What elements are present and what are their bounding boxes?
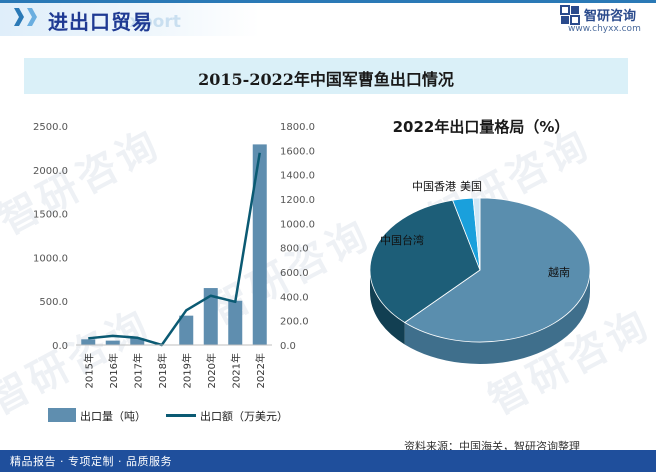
source-note: 资料来源：中国海关，智研咨询整理 [404,440,580,453]
chevron-right-icon [27,8,37,26]
y-right-tick-label: 400.0 [280,292,309,303]
y-left-tick-label: 1000.0 [33,253,68,264]
bar-export-volume [130,338,145,345]
pie-chart-title: 2022年出口量格局（%） [392,118,570,136]
pie-slice-side [369,270,405,345]
bar-export-volume [81,339,96,345]
bar-export-volume [105,340,120,345]
section-title: 进出口贸易 [48,10,153,34]
x-tick-label: 2018年 [156,353,169,388]
legend-swatch-line [166,414,196,417]
x-tick-label: 2016年 [107,353,120,388]
y-left-tick-label: 2000.0 [33,166,68,177]
x-tick-label: 2022年 [254,353,267,388]
y-left-tick-label: 0.0 [52,341,68,352]
line-export-value [88,152,261,347]
y-right-tick-label: 1800.0 [280,122,315,133]
y-left-tick-label: 2500.0 [33,122,68,133]
pie-slice [369,199,481,323]
y-right-tick-label: 1200.0 [280,195,315,206]
pie-slice-label: 中国台湾 [380,233,424,247]
section-header: export 进出口贸易 智研咨询 www.chyxx.com [0,0,656,36]
pie-slice [472,197,481,271]
legend-label-line: 出口额（万美元） [200,410,288,423]
bar-export-volume [252,144,267,345]
chart-title-banner: 2015-2022年中国军曹鱼出口情况 [24,58,628,94]
x-tick-label: 2021年 [229,353,242,388]
brand-name: 智研咨询 [584,9,637,24]
x-tick-label: 2020年 [205,353,218,388]
pie-slice-label: 中国香港 [412,180,456,193]
y-right-tick-label: 800.0 [280,244,309,255]
footer-bar: 精品报告 · 专项定制 · 品质服务 [0,450,656,472]
chart-title: 2015-2022年中国军曹鱼出口情况 [198,70,454,89]
header-accent-line [0,0,656,3]
bar-export-volume [228,300,243,345]
y-left-tick-label: 1500.0 [33,210,68,221]
y-right-tick-label: 0.0 [280,341,296,352]
x-tick-label: 2019年 [180,353,193,388]
y-left-tick-label: 500.0 [39,297,68,308]
brand-logo-icon [560,5,580,25]
y-right-tick-label: 200.0 [280,317,309,328]
pie-slice-label: 越南 [548,265,570,279]
x-tick-label: 2015年 [82,353,95,388]
pie-slice-label: 美国 [460,180,482,193]
bar-export-volume [203,288,218,345]
pie-slice-side [404,270,590,364]
header-gradient [0,3,260,36]
legend-swatch-bar [48,408,76,422]
y-right-tick-label: 1000.0 [280,219,315,230]
brand-url: www.chyxx.com [568,24,641,34]
x-tick-label: 2017年 [131,353,144,388]
y-right-tick-label: 600.0 [280,268,309,279]
legend-label-bar: 出口量（吨） [80,410,146,423]
y-right-tick-label: 1400.0 [280,171,315,182]
chevron-right-icon [14,8,24,26]
y-right-tick-label: 1600.0 [280,146,315,157]
footer-slogan: 精品报告 · 专项定制 · 品质服务 [10,455,172,468]
bar-export-volume [179,315,194,345]
pie-slice [403,197,591,343]
section-title-en: export [118,12,181,32]
